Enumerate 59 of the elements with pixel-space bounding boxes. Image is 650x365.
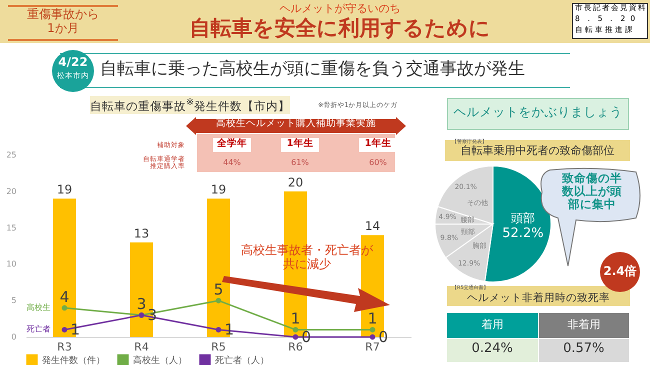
text: 重傷事故から1か月 [26,7,100,36]
annotation: 死亡者 [26,324,50,334]
point [216,298,222,304]
point [370,334,376,340]
y-tick-label: 15 [6,223,16,232]
text: 0.24% [472,341,513,356]
point [292,334,298,340]
data-label: 5 [214,280,224,299]
data-label: 3 [136,295,146,314]
annotation: 44% [222,158,242,168]
slice-label: 頭部 [510,211,535,226]
data-label: 1 [224,320,234,339]
y-tick-label: 20 [6,186,16,196]
data-label: 14 [364,219,380,234]
text: 0.57% [563,341,604,356]
y-tick-label: 10 [6,260,16,269]
point [62,305,68,311]
chart-title: 自転車乗用中死者の致命傷部位 [460,144,616,158]
data-label: 20 [288,175,304,190]
point [370,326,376,332]
annotation: 61% [290,158,310,168]
point [216,326,222,332]
data-label: 1 [368,310,378,328]
category-label: 非着用 [566,318,602,332]
category-label: 着用 [480,318,504,332]
y-tick-label: 0 [11,332,16,342]
text: ヘルメットをかぶりましょう [452,104,624,120]
point [292,326,298,332]
x-tick-label: R4 [134,340,149,354]
legend-label: 高校生（人） [133,355,187,365]
text: 4/22 [57,55,89,70]
y-tick-label: 25 [6,150,16,160]
annotation: 60% [368,158,388,168]
text: 1年生 [364,138,392,150]
text: 自転車を安全に利用するために [188,16,492,40]
data-label: 3 [148,306,158,324]
legend-label: 発生件数（件） [42,355,105,365]
x-tick-label: R6 [288,340,303,354]
text: 致命傷の半数以上が頭部に集中 [562,171,622,212]
text: 自転車に乗った高校生が頭に重傷を負う交通事故が発生 [100,59,525,80]
point [62,326,68,332]
data-label: 1 [290,310,300,328]
text: ヘルメット非着用時の致死率 [466,292,611,304]
x-tick-label: R3 [57,340,72,354]
text: 全学年 [216,138,248,150]
text: 2.4倍 [602,264,638,279]
annotation: 高校生 [26,302,50,312]
text: ヘルメットが守るいのち [278,2,402,16]
data-label: 19 [210,182,226,197]
data-label: 4 [60,288,70,306]
data-label: 1 [70,320,80,339]
text: 1年生 [286,138,314,150]
data-label: 19 [56,182,72,197]
data-label: 13 [134,226,150,240]
data-label: 52.2% [502,226,544,242]
y-tick-label: 5 [11,296,16,306]
x-tick-label: R5 [211,340,226,354]
x-tick-label: R7 [365,340,380,354]
legend-label: 死亡者（人） [215,355,269,365]
